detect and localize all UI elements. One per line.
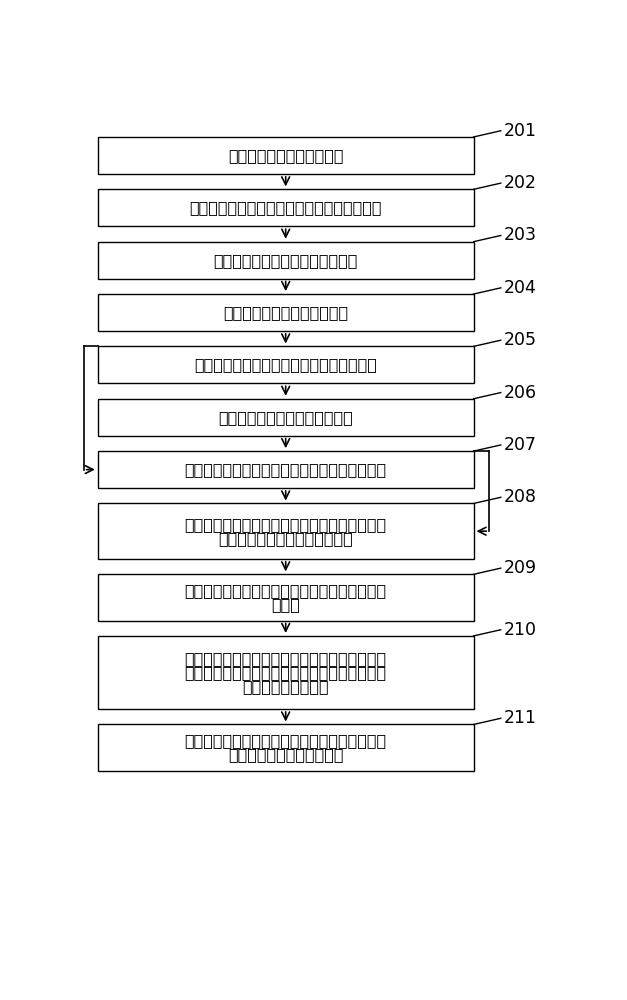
- Text: 根据设定的求解时间和求解时间步长对该几何模: 根据设定的求解时间和求解时间步长对该几何模: [184, 517, 387, 532]
- Text: 210: 210: [504, 621, 537, 639]
- Text: 根据该厚度值建立对应的钞票模型: 根据该厚度值建立对应的钞票模型: [214, 253, 358, 268]
- Text: 205: 205: [504, 331, 537, 349]
- Text: 挠度之间的关系公式: 挠度之间的关系公式: [243, 679, 329, 694]
- Text: 度数组: 度数组: [271, 597, 300, 612]
- Text: 型进行仿真运算，得到仿真结果: 型进行仿真运算，得到仿真结果: [218, 531, 353, 546]
- Text: 202: 202: [504, 174, 537, 192]
- Bar: [98, 503, 473, 559]
- Text: 的弹性模量数组，拟合出钞票的弹性模量与弯曲: 的弹性模量数组，拟合出钞票的弹性模量与弯曲: [184, 665, 387, 680]
- Bar: [98, 451, 473, 488]
- Bar: [98, 137, 473, 174]
- Text: 201: 201: [504, 122, 537, 140]
- Text: 207: 207: [504, 436, 537, 454]
- Bar: [98, 724, 473, 771]
- Text: 从该仿真结果中提取出对应的钞票两端的弯曲挠: 从该仿真结果中提取出对应的钞票两端的弯曲挠: [184, 583, 387, 598]
- Bar: [98, 399, 473, 436]
- Text: 建立该钞票模型与对应测量装置的几何模型: 建立该钞票模型与对应测量装置的几何模型: [194, 357, 377, 372]
- Text: 通过数据拟合的方法根据该弯曲挠度数组和预设: 通过数据拟合的方法根据该弯曲挠度数组和预设: [184, 651, 387, 666]
- Text: 206: 206: [504, 384, 537, 402]
- Text: 将该悬臂梁挠度作为弯曲挠度代入该关系公式，: 将该悬臂梁挠度作为弯曲挠度代入该关系公式，: [184, 733, 387, 748]
- Text: 对该钞票模型设置重力加速度: 对该钞票模型设置重力加速度: [223, 305, 348, 320]
- Text: 设置该钞票模型与对应测量装置之间的接触参数: 设置该钞票模型与对应测量装置之间的接触参数: [184, 462, 387, 477]
- Bar: [98, 294, 473, 331]
- Text: 209: 209: [504, 559, 537, 577]
- Text: 204: 204: [504, 279, 537, 297]
- Bar: [98, 636, 473, 709]
- Text: 计算得到该钞票的弹性模量: 计算得到该钞票的弹性模量: [228, 747, 344, 762]
- Bar: [98, 574, 473, 620]
- Bar: [98, 242, 473, 279]
- Text: 211: 211: [504, 709, 537, 727]
- Bar: [98, 346, 473, 383]
- Bar: [98, 189, 473, 226]
- Text: 使用厚度测量仪器测量钞票不同位置的厚度值: 使用厚度测量仪器测量钞票不同位置的厚度值: [189, 200, 382, 215]
- Text: 测量钞票两端的悬臂梁挠度: 测量钞票两端的悬臂梁挠度: [228, 148, 344, 163]
- Text: 203: 203: [504, 227, 537, 244]
- Text: 208: 208: [504, 488, 537, 506]
- Text: 设定该几何模型的固定约束条件: 设定该几何模型的固定约束条件: [218, 410, 353, 425]
